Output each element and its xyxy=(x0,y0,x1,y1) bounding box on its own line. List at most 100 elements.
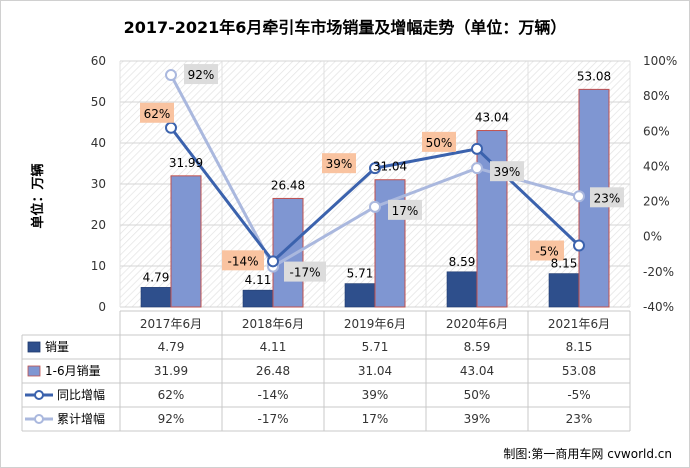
yoy-label: 50% xyxy=(426,136,453,150)
table-cell: 31.99 xyxy=(154,364,188,378)
yoy-label: -5% xyxy=(535,245,558,259)
point-yoy xyxy=(471,142,483,155)
y-tick-label: 50 xyxy=(91,95,106,109)
bar-sales xyxy=(344,283,376,308)
table-cell: 5.71 xyxy=(362,340,389,354)
ytd-growth-label: 39% xyxy=(494,165,521,179)
ytd-growth-label-bg xyxy=(388,199,422,220)
table-cell: -17% xyxy=(257,412,288,426)
sales-value-label: 8.15 xyxy=(551,257,578,271)
point-yoy xyxy=(573,239,585,252)
x-tick-label: 2018年6月 xyxy=(242,317,304,331)
table-cell: 23% xyxy=(566,412,593,426)
data-labels: 62% -14% 39% 50% -5% 92% -17% 17% 39% 23% 4.79 4.11… xyxy=(140,64,624,287)
ytd-growth-label-bg xyxy=(590,187,624,208)
yoy-label: -14% xyxy=(227,254,258,268)
y2-tick-label: 60% xyxy=(643,124,670,138)
ytd-sales-value-label: 43.04 xyxy=(475,111,509,125)
y2-tick-label: 40% xyxy=(643,159,670,173)
sales-value-label: 8.59 xyxy=(449,255,476,269)
legend-swatch xyxy=(27,365,41,377)
table-cell: 39% xyxy=(464,412,491,426)
legend-label: 销量 xyxy=(45,340,69,354)
chart-title: 2017-2021年6月牵引车市场销量及增幅走势（单位：万辆） xyxy=(124,18,567,37)
y-axis-left: 0 10 20 30 40 50 60 xyxy=(91,54,106,314)
ytd-growth-label: 17% xyxy=(392,204,419,218)
yoy-label-bg xyxy=(322,153,356,174)
y-axis-label: 单位：万辆 xyxy=(30,163,46,228)
source-note: 制图:第一商用车网 cvworld.cn xyxy=(503,446,672,461)
y-axis-right: -40% -20% 0% 20% 40% 60% 80% 100% xyxy=(643,54,677,314)
y2-tick-label: -40% xyxy=(643,300,674,314)
y2-tick-label: 100% xyxy=(643,54,677,68)
bar-sales xyxy=(446,271,478,308)
y2-tick-label: -20% xyxy=(643,265,674,279)
y2-tick-label: 0% xyxy=(643,230,662,244)
table-cell: -14% xyxy=(257,388,288,402)
yoy-label: 39% xyxy=(326,157,353,171)
y-tick-label: 60 xyxy=(91,54,106,68)
ytd-sales-value-label: 53.08 xyxy=(577,69,611,83)
table-cell: 17% xyxy=(362,412,389,426)
sales-value-label: 4.11 xyxy=(245,273,272,287)
y-tick-label: 40 xyxy=(91,136,106,150)
x-tick-label: 2017年6月 xyxy=(140,317,202,331)
ytd-growth-label-bg xyxy=(284,261,326,282)
table-cell: 8.59 xyxy=(464,340,491,354)
bar-ytd-sales xyxy=(374,179,406,308)
point-ytd-growth xyxy=(573,190,585,203)
bar-ytd-sales xyxy=(476,130,508,308)
x-tick-label: 2021年6月 xyxy=(548,317,610,331)
y-tick-label: 30 xyxy=(91,177,106,191)
table-cell: 8.15 xyxy=(566,340,593,354)
sales-value-label: 5.71 xyxy=(347,267,374,281)
table-cell: 39% xyxy=(362,388,389,402)
yoy-label-bg xyxy=(140,102,174,123)
yoy-label-bg xyxy=(530,240,564,261)
table-cell: 92% xyxy=(158,412,185,426)
y-tick-label: 10 xyxy=(91,259,106,273)
yoy-label-bg xyxy=(422,131,456,152)
legend-label: 累计增幅 xyxy=(57,411,105,426)
y-tick-label: 0 xyxy=(98,300,106,314)
point-yoy xyxy=(165,121,177,134)
table-cell: 43.04 xyxy=(460,364,494,378)
point-ytd-growth xyxy=(471,162,483,175)
table-cell: 53.08 xyxy=(562,364,596,378)
table-cell: 26.48 xyxy=(256,364,290,378)
legend-marker xyxy=(34,414,44,424)
yoy-label: 62% xyxy=(144,107,171,121)
legend-marker xyxy=(34,390,44,400)
legend-label: 1-6月销量 xyxy=(45,364,101,378)
x-tick-label: 2020年6月 xyxy=(446,317,508,331)
point-yoy xyxy=(267,255,279,268)
legend-label: 同比增幅 xyxy=(57,387,105,402)
y2-tick-label: 80% xyxy=(643,89,670,103)
ytd-sales-value-label: 31.04 xyxy=(373,160,407,174)
ytd-growth-label: -17% xyxy=(289,266,320,280)
ytd-growth-label: 23% xyxy=(594,191,621,205)
ytd-sales-value-label: 31.99 xyxy=(169,156,203,170)
bars xyxy=(140,88,610,308)
table-cell: 4.11 xyxy=(260,340,287,354)
ytd-growth-label-bg xyxy=(184,64,218,85)
yoy-label-bg xyxy=(222,250,264,271)
sales-value-label: 4.79 xyxy=(143,270,170,284)
table-cell: 62% xyxy=(158,388,185,402)
bar-ytd-sales xyxy=(170,175,202,308)
table-cell: 31.04 xyxy=(358,364,392,378)
point-ytd-growth xyxy=(165,69,177,82)
y2-tick-label: 20% xyxy=(643,195,670,209)
bar-sales xyxy=(548,273,580,308)
x-tick-label: 2019年6月 xyxy=(344,317,406,331)
ytd-growth-label: 92% xyxy=(188,68,215,82)
ytd-sales-value-label: 26.48 xyxy=(271,178,305,192)
point-yoy xyxy=(369,162,381,175)
y-tick-label: 20 xyxy=(91,218,106,232)
bar-sales xyxy=(140,287,172,308)
bar-sales xyxy=(242,289,274,308)
table-cell: 4.79 xyxy=(158,340,185,354)
